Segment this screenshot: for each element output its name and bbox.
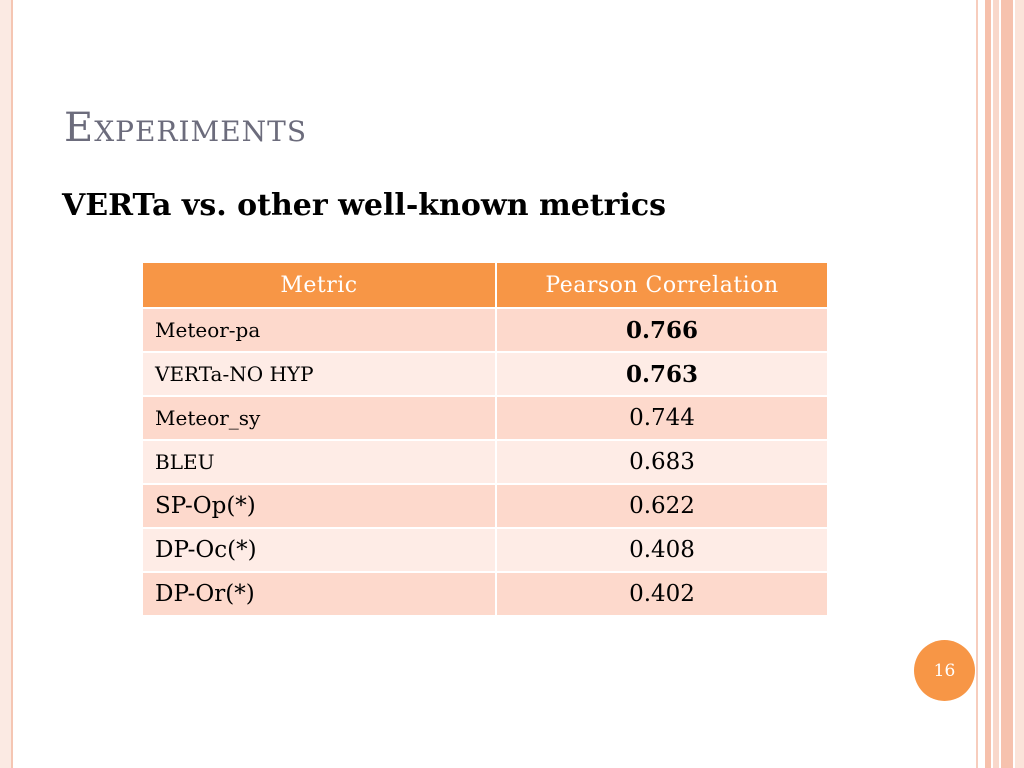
table-row: DP-Or(*) 0.402 [143,572,827,617]
table-row: VERTa-NO HYP 0.763 [143,352,827,397]
metric-cell: BLEU [143,440,497,485]
metric-cell: Meteor-pa [143,308,497,353]
header-metric: Metric [143,263,497,309]
metric-cell: SP-Op(*) [143,484,497,529]
metric-cell: DP-Oc(*) [143,528,497,573]
right-decorative-line-1 [976,0,978,768]
value-cell: 0.763 [496,352,827,397]
table-row: SP-Op(*) 0.622 [143,484,827,529]
value-cell: 0.622 [496,484,827,529]
value-cell: 0.408 [496,528,827,573]
right-decorative-line-5 [1015,0,1024,768]
table-header-row: Metric Pearson Correlation [143,263,827,309]
table-row: DP-Oc(*) 0.408 [143,528,827,573]
value-cell: 0.766 [496,308,827,353]
right-decorative-line-2 [985,0,991,768]
header-pearson-correlation: Pearson Correlation [496,263,827,309]
slide-title: Experiments [64,105,308,151]
right-decorative-line-3 [993,0,999,768]
value-cell: 0.402 [496,572,827,617]
page-number-badge: 16 [914,640,975,701]
slide-subtitle: VERTa vs. other well-known metrics [62,188,666,223]
table-row: Meteor_sy 0.744 [143,396,827,441]
left-decorative-line [11,0,13,768]
metric-cell: Meteor_sy [143,396,497,441]
metrics-table: Metric Pearson Correlation Meteor-pa 0.7… [143,263,827,617]
table-row: BLEU 0.683 [143,440,827,485]
left-decorative-band [0,0,12,768]
metric-cell: VERTa-NO HYP [143,352,497,397]
value-cell: 0.683 [496,440,827,485]
value-cell: 0.744 [496,396,827,441]
table-row: Meteor-pa 0.766 [143,308,827,353]
right-decorative-line-4 [1001,0,1013,768]
metric-cell: DP-Or(*) [143,572,497,617]
